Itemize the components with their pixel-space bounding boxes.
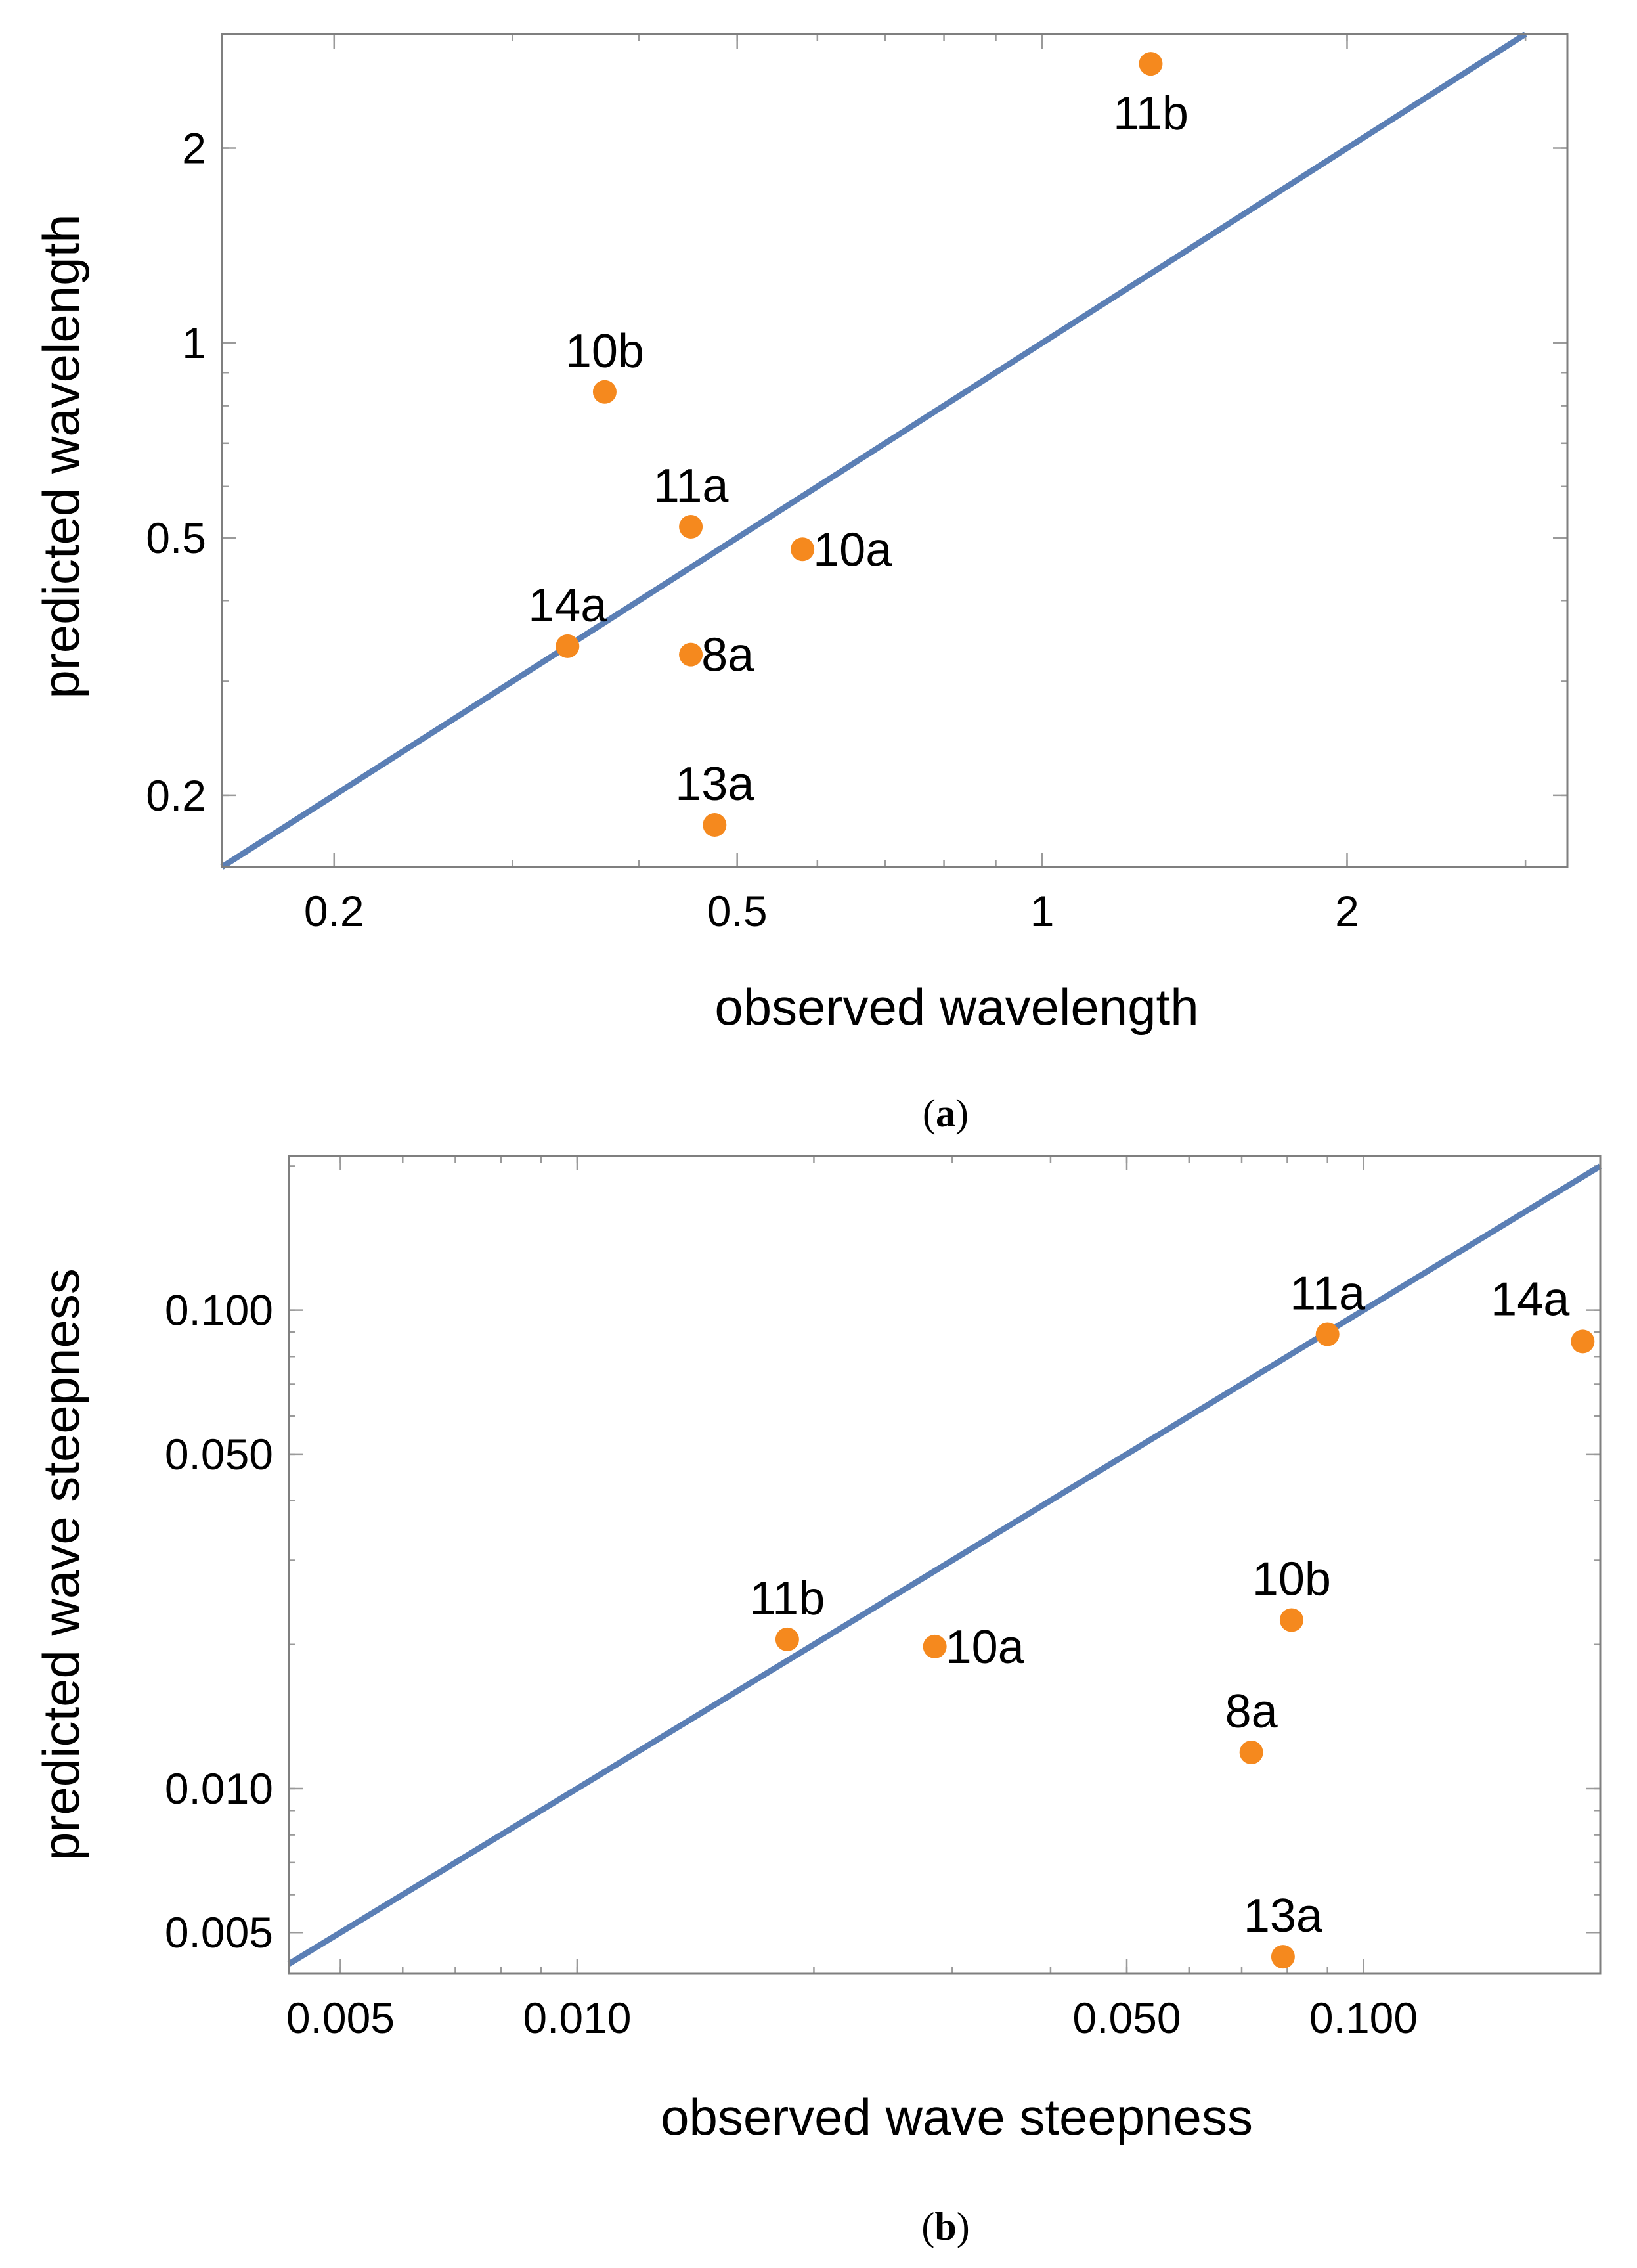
panel-a-point-13a [703, 813, 727, 837]
panel-a-point-label-10a: 10a [813, 523, 892, 576]
panel-b-point-label-14a: 14a [1491, 1273, 1570, 1325]
panel-a-y-tick-label: 1 [182, 319, 206, 367]
panel-b-y-tick-label: 0.010 [165, 1764, 273, 1813]
panel-a-x-tick-label: 1 [1030, 887, 1055, 935]
panel-a-point-8a [679, 642, 703, 667]
panel-a-point-label-10b: 10b [565, 325, 644, 378]
panel-a-point-10b [592, 380, 617, 404]
panel-a-x-tick-label: 2 [1335, 887, 1359, 935]
panel-a-point-label-11a: 11a [653, 460, 730, 512]
panel-b-x-tick-label: 0.005 [286, 1993, 395, 2042]
panel-b-point-label-11b: 11b [749, 1572, 825, 1625]
panel-b-x-tick-label: 0.100 [1309, 1993, 1418, 2042]
panel-a-x-tick-label: 0.5 [707, 887, 768, 935]
panel-b-identity-line [287, 1163, 1602, 1967]
panel-b-x-tick-label: 0.010 [523, 1993, 631, 2042]
panel-b-point-10a [923, 1634, 947, 1658]
panel-a-plot-frame [221, 33, 1569, 868]
panel-b-y-tick-label: 0.050 [165, 1430, 273, 1479]
panel-a-point-11a [679, 515, 703, 539]
panel-b-point-label-10a: 10a [946, 1621, 1025, 1674]
panel-a: predicted wavelength observed wavelength… [32, 32, 1569, 1135]
panel-b-point-8a [1239, 1740, 1263, 1764]
panel-b-point-label-10b: 10b [1252, 1553, 1331, 1605]
panel-a-y-tick-label: 0.5 [146, 514, 206, 562]
panel-a-point-14a [556, 634, 580, 658]
panel-a-caption: (a) [923, 1092, 969, 1135]
panel-b-y-tick-label: 0.100 [165, 1286, 273, 1335]
panel-a-identity-line [220, 32, 1527, 870]
panel-a-ylabel: predicted wavelength [32, 214, 90, 698]
panel-b-x-tick-label: 0.050 [1072, 1993, 1181, 2042]
panel-a-y-tick-label: 2 [182, 124, 206, 173]
panel-b-point-13a [1271, 1945, 1295, 1969]
panel-a-x-tick-label: 0.2 [304, 887, 364, 935]
panel-a-point-11b [1139, 52, 1163, 76]
panel-a-point-label-14a: 14a [528, 579, 607, 632]
panel-a-y-tick-label: 0.2 [146, 771, 206, 820]
panel-b-plot-frame [288, 1155, 1602, 1975]
panel-b-point-10b [1279, 1608, 1303, 1632]
panel-b: predicted wave steepness observed wave s… [32, 1155, 1602, 2248]
panel-a-point-label-13a: 13a [675, 758, 754, 811]
panel-b-point-11b [775, 1627, 799, 1651]
panel-b-point-label-13a: 13a [1244, 1890, 1323, 1942]
panel-a-point-label-11b: 11b [1113, 87, 1189, 140]
panel-b-y-tick-label: 0.005 [165, 1908, 273, 1957]
panel-b-point-label-11a: 11a [1290, 1268, 1366, 1320]
panel-b-xlabel: observed wave steepness [661, 2088, 1253, 2146]
panel-b-point-label-8a: 8a [1225, 1685, 1278, 1738]
panel-a-xlabel: observed wavelength [714, 978, 1198, 1036]
panel-b-caption: (b) [921, 2205, 969, 2248]
panel-a-point-label-8a: 8a [701, 629, 754, 682]
panel-b-point-14a [1571, 1329, 1595, 1354]
panel-a-point-10a [791, 537, 815, 562]
panel-b-point-11a [1315, 1322, 1340, 1346]
panel-b-ylabel: predicted wave steepness [32, 1268, 90, 1861]
